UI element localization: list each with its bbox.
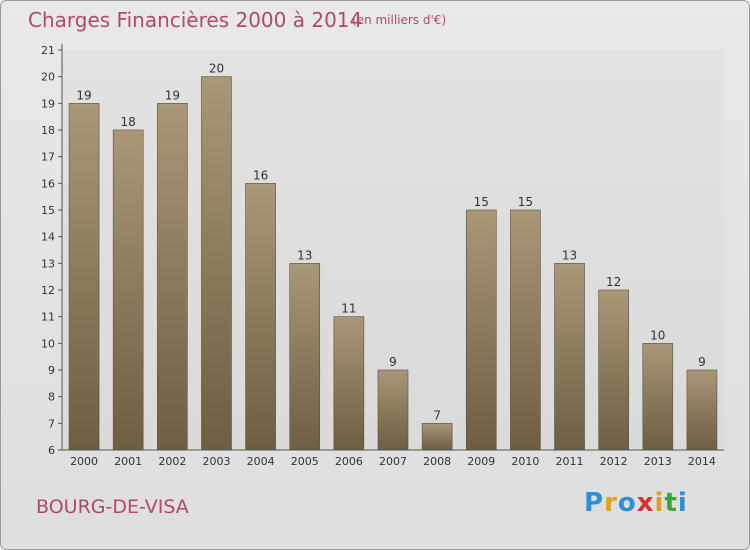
- bar-2003: [201, 76, 232, 451]
- chart-subtitle: (en milliers d'€): [352, 13, 447, 27]
- x-tick-label: 2008: [423, 455, 451, 468]
- y-tick-label: 7: [48, 417, 55, 430]
- bar-2012: [598, 289, 629, 451]
- bar-value-label: 9: [389, 355, 397, 369]
- x-tick-label: 2002: [158, 455, 186, 468]
- logo-letter: r: [604, 488, 618, 518]
- chart-title: Charges Financières 2000 à 2014: [28, 8, 363, 32]
- bar-value-label: 12: [606, 275, 621, 289]
- logo-letter: P: [584, 488, 605, 518]
- bar-value-label: 11: [341, 302, 356, 316]
- x-tick-label: 2000: [70, 455, 98, 468]
- y-tick-label: 6: [48, 444, 55, 457]
- bar-value-label: 7: [433, 408, 441, 422]
- x-tick-label: 2006: [335, 455, 363, 468]
- bar-2013: [642, 343, 674, 451]
- x-axis: 2000 2001 2002 2003 2004 2005 2006 2007 2008 2009…: [62, 449, 724, 468]
- y-tick-label: 15: [41, 204, 55, 217]
- x-tick-label: 2014: [688, 455, 716, 468]
- bar-value-label: 15: [474, 195, 489, 209]
- bar-2004: [245, 183, 276, 451]
- bar-2000: [68, 103, 100, 451]
- logo-letter: x: [636, 488, 655, 518]
- bar-value-label: 15: [518, 195, 533, 209]
- bar-value-label: 19: [165, 88, 180, 102]
- logo-letter: t: [664, 488, 678, 518]
- y-tick-label: 9: [48, 364, 55, 377]
- bar-value-label: 9: [698, 355, 706, 369]
- logo-letter: i: [654, 488, 665, 518]
- bar-2011: [554, 263, 585, 451]
- x-tick-label: 2007: [379, 455, 407, 468]
- x-tick-label: 2012: [600, 455, 628, 468]
- bars: 19 18 19 20 16 13 11 9 7 15 15 13 12 10 9: [68, 62, 718, 451]
- y-tick-label: 18: [41, 124, 55, 137]
- x-tick-label: 2011: [556, 455, 584, 468]
- y-tick-label: 17: [41, 151, 55, 164]
- y-tick-label: 13: [41, 257, 55, 270]
- bar-2014: [686, 369, 718, 451]
- bar-value-label: 13: [562, 248, 577, 262]
- x-tick-label: 2005: [291, 455, 319, 468]
- logo-letter: i: [677, 488, 688, 518]
- bar-2001: [112, 129, 144, 451]
- bar-2010: [510, 209, 541, 451]
- proxiti-logo: Proxiti: [584, 488, 688, 518]
- x-tick-label: 2010: [511, 455, 539, 468]
- x-tick-label: 2009: [467, 455, 495, 468]
- y-tick-label: 16: [41, 177, 55, 190]
- y-tick-label: 12: [41, 284, 55, 297]
- bar-2009: [465, 209, 497, 451]
- x-tick-label: 2001: [114, 455, 142, 468]
- bar-value-label: 10: [650, 328, 665, 342]
- x-tick-label: 2003: [202, 455, 230, 468]
- bar-2002: [157, 103, 188, 451]
- bar-2008: [421, 423, 453, 451]
- y-tick-label: 11: [41, 311, 55, 324]
- y-tick-label: 21: [41, 44, 55, 57]
- y-tick-label: 8: [48, 391, 55, 404]
- y-tick-label: 10: [41, 337, 55, 350]
- y-tick-label: 20: [41, 71, 55, 84]
- bar-2005: [289, 263, 321, 451]
- town-name: BOURG-DE-VISA: [36, 496, 189, 518]
- bar-2006: [333, 316, 365, 451]
- bar-value-label: 19: [76, 88, 91, 102]
- bar-2007: [377, 369, 409, 451]
- y-axis: 6 7 8 9 10 11 12 13 14 15 16 17 18 19 20 21: [41, 44, 63, 457]
- bar-value-label: 13: [297, 248, 312, 262]
- x-tick-label: 2013: [644, 455, 672, 468]
- x-tick-label: 2004: [247, 455, 275, 468]
- y-tick-label: 14: [41, 231, 55, 244]
- bar-value-label: 18: [121, 115, 136, 129]
- logo-letter: o: [617, 488, 637, 518]
- y-tick-label: 19: [41, 97, 55, 110]
- bar-value-label: 20: [209, 62, 224, 76]
- bar-value-label: 16: [253, 168, 268, 182]
